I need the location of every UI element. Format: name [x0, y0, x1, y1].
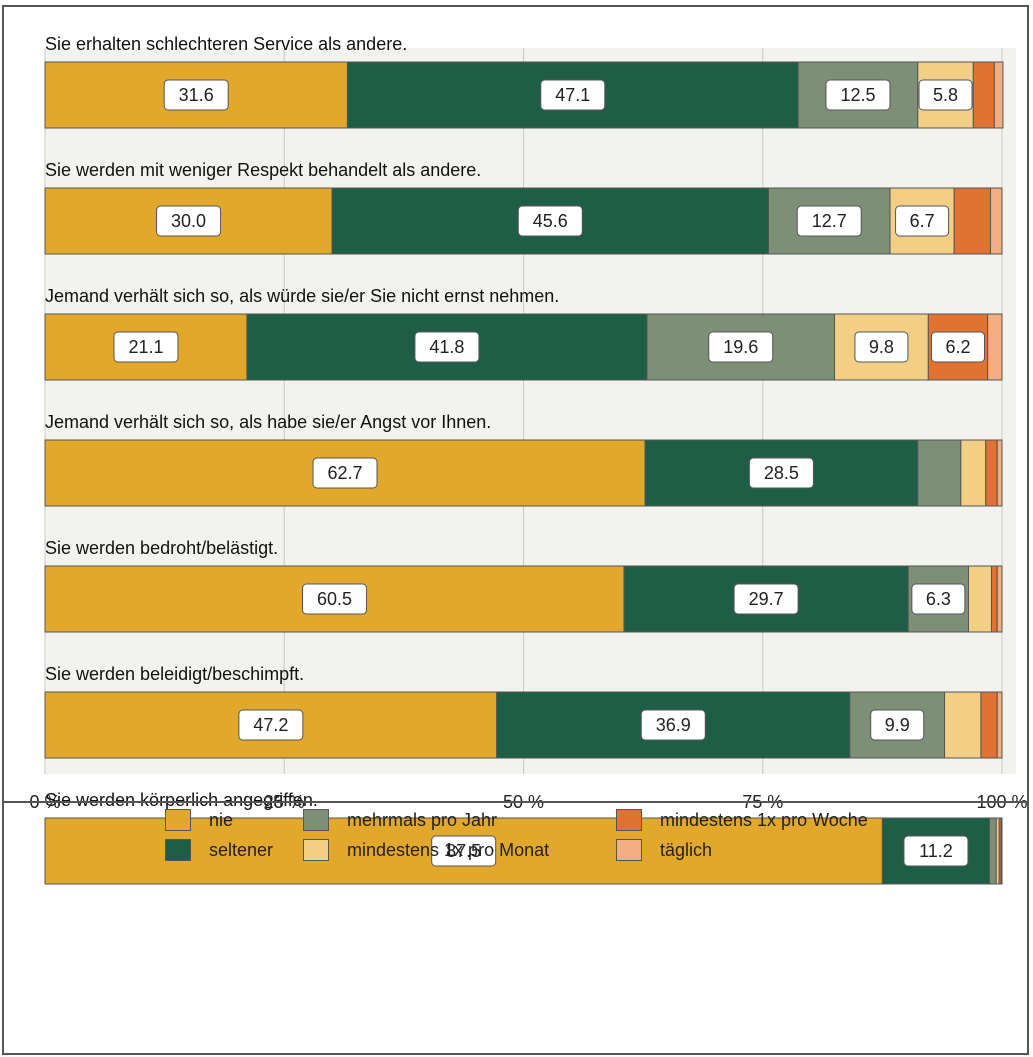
legend-divider	[2, 801, 1029, 803]
data-label: 12.7	[812, 211, 847, 231]
data-label-box	[918, 79, 973, 111]
legend-item-seltener: seltener	[165, 838, 273, 862]
bar-segment	[993, 61, 1004, 129]
bar-segment	[996, 691, 1003, 759]
data-label-box	[930, 331, 985, 363]
data-label-box	[854, 331, 909, 363]
data-label-box	[517, 205, 583, 237]
bar-segment	[1000, 817, 1003, 885]
bar-segment	[996, 565, 1003, 633]
data-label-box	[748, 457, 814, 489]
bar-segment	[960, 439, 987, 507]
bar-segment	[985, 439, 998, 507]
legend-label-mindestens-1x-pro-woche: mindestens 1x pro Woche	[660, 809, 868, 830]
data-label: 5.8	[933, 85, 958, 105]
data-label-box	[163, 79, 229, 111]
data-label-box	[895, 205, 950, 237]
data-label-box	[870, 709, 925, 741]
bar-segment	[767, 187, 891, 255]
data-label-box	[903, 835, 969, 867]
bar-segment	[944, 691, 982, 759]
data-label: 41.8	[429, 337, 464, 357]
data-label: 11.2	[919, 841, 953, 861]
legend-item-mehrmals-pro-jahr: mehrmals pro Jahr	[303, 808, 497, 832]
data-label-box	[911, 583, 966, 615]
data-label: 28.5	[764, 463, 799, 483]
legend-item-mindestens-1x-pro-monat: mindestens 1x pro Monat	[303, 838, 549, 862]
bar-segment	[623, 565, 909, 633]
data-label: 6.2	[945, 337, 970, 357]
bar-segment	[990, 565, 998, 633]
legend-swatch-nie	[165, 809, 191, 831]
bar-segment	[990, 187, 1003, 255]
category-label: Jemand verhält sich so, als würde sie/er…	[45, 286, 559, 306]
data-label-box	[238, 709, 304, 741]
legend-item-mindestens-1x-pro-woche: mindestens 1x pro Woche	[616, 808, 868, 832]
data-label-box	[825, 79, 891, 111]
bar-segment	[972, 61, 995, 129]
data-label: 6.7	[910, 211, 935, 231]
bar-segment	[953, 187, 992, 255]
data-label: 62.7	[327, 463, 362, 483]
category-label: Sie werden mit weniger Respekt behandelt…	[45, 160, 481, 180]
legend-swatch-mehrmals-pro-jahr	[303, 809, 329, 831]
data-label-box	[113, 331, 179, 363]
data-label-box	[733, 583, 799, 615]
data-label: 12.5	[840, 85, 875, 105]
data-label: 30.0	[171, 211, 206, 231]
bar-segment	[987, 313, 1003, 381]
data-label-box	[414, 331, 480, 363]
data-label: 36.9	[656, 715, 691, 735]
data-label: 47.2	[253, 715, 288, 735]
data-label: 9.9	[885, 715, 910, 735]
legend-swatch-mindestens-1x-pro-monat	[303, 839, 329, 861]
bar-segment	[917, 439, 962, 507]
category-label: Jemand verhält sich so, als habe sie/er …	[45, 412, 491, 432]
legend-item-nie: nie	[165, 808, 233, 832]
legend-label-mindestens-1x-pro-monat: mindestens 1x pro Monat	[347, 839, 550, 860]
data-label: 9.8	[869, 337, 894, 357]
data-label: 45.6	[533, 211, 568, 231]
data-label-box	[640, 709, 706, 741]
category-label: Sie werden körperlich angegriffen.	[45, 790, 318, 810]
data-label: 47.1	[555, 85, 590, 105]
data-label-box	[431, 835, 497, 867]
data-label: 19.6	[723, 337, 758, 357]
legend-item-taeglich: täglich	[616, 838, 712, 862]
bar-segment	[996, 439, 1003, 507]
data-label-box	[796, 205, 862, 237]
category-label: Sie werden bedroht/belästigt.	[45, 538, 278, 558]
legend-label-seltener: seltener	[209, 839, 274, 860]
data-label: 6.3	[926, 589, 951, 609]
data-label: 60.5	[317, 589, 352, 609]
data-label-box	[312, 457, 378, 489]
legend-swatch-mindestens-1x-pro-woche	[616, 809, 642, 831]
data-label: 29.7	[749, 589, 784, 609]
data-label-box	[301, 583, 367, 615]
bar-segment	[989, 817, 997, 885]
bar-segment	[980, 691, 998, 759]
data-label: 31.6	[179, 85, 214, 105]
bar-segment	[968, 565, 992, 633]
category-label: Sie erhalten schlechteren Service als an…	[45, 34, 407, 54]
legend-label-taeglich: täglich	[660, 839, 713, 860]
data-label-box	[708, 331, 774, 363]
data-label: 21.1	[128, 337, 163, 357]
data-label-box	[156, 205, 222, 237]
legend-label-mehrmals-pro-jahr: mehrmals pro Jahr	[347, 809, 498, 830]
data-label-box	[540, 79, 606, 111]
legend-label-nie: nie	[209, 809, 234, 830]
plot-background	[45, 48, 1016, 774]
category-label: Sie werden beleidigt/beschimpft.	[45, 664, 304, 684]
legend-swatch-seltener	[165, 839, 191, 861]
data-label: 87.5	[446, 841, 481, 861]
legend-swatch-taeglich	[616, 839, 642, 861]
